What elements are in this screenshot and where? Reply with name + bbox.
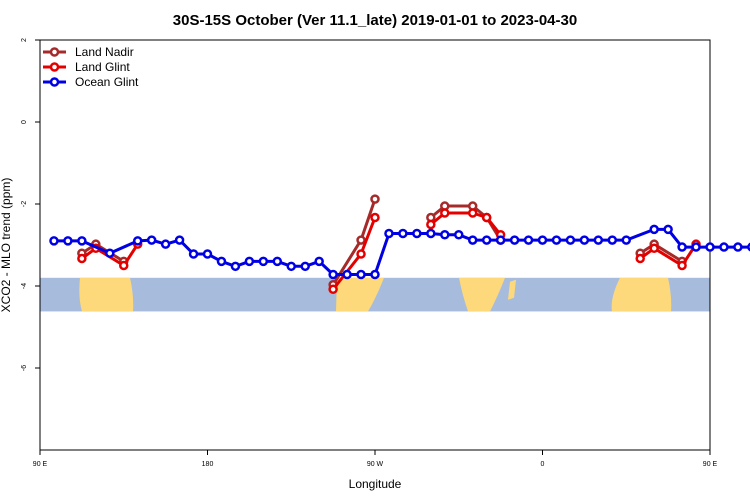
data-point-ocean-glint	[49, 236, 59, 246]
data-point-ocean-glint	[551, 235, 562, 245]
data-point-land-glint	[481, 212, 492, 223]
data-point-ocean-glint	[384, 228, 394, 239]
data-point-ocean-glint	[244, 256, 255, 267]
data-point-land-glint	[677, 260, 687, 271]
x-tick-label: 180	[202, 461, 214, 468]
y-tick-label: 0	[21, 120, 28, 124]
data-point-ocean-glint	[77, 236, 87, 246]
legend-marker-land-glint	[49, 62, 60, 72]
data-point-ocean-glint	[398, 228, 408, 239]
x-axis: 90 E 180 90 W 0 90 E	[33, 450, 718, 468]
data-point-ocean-glint	[216, 256, 227, 267]
data-point-ocean-glint	[467, 235, 478, 245]
legend-label-ocean-glint: Ocean Glint	[75, 75, 139, 89]
data-point-ocean-glint	[691, 242, 701, 252]
land-africa	[459, 277, 505, 312]
x-tick-label: 90 E	[33, 461, 48, 468]
data-point-ocean-glint	[663, 224, 673, 235]
x-tick-label: 90 W	[367, 461, 384, 468]
data-point-ocean-glint	[132, 236, 143, 246]
land-australia-west	[79, 277, 134, 312]
data-point-ocean-glint	[537, 235, 548, 245]
data-point-ocean-glint	[565, 235, 576, 245]
data-point-land-glint	[370, 212, 380, 223]
data-point-ocean-glint	[160, 239, 171, 249]
data-point-land-glint	[119, 260, 129, 271]
x-axis-label: Longitude	[349, 477, 402, 491]
series-layer	[49, 194, 750, 295]
data-point-ocean-glint	[481, 235, 492, 245]
data-point-land-glint	[635, 253, 645, 264]
y-axis-label: XCO2 - MLO trend (ppm)	[0, 178, 13, 313]
legend-label-land-glint: Land Glint	[75, 60, 130, 74]
data-point-ocean-glint	[342, 269, 352, 280]
data-point-ocean-glint	[202, 249, 213, 259]
data-point-land-glint	[649, 243, 659, 254]
legend-marker-land-nadir	[49, 47, 60, 57]
data-point-ocean-glint	[328, 269, 338, 280]
data-point-ocean-glint	[733, 242, 743, 252]
data-point-ocean-glint	[719, 242, 729, 252]
legend-marker-ocean-glint	[49, 77, 60, 87]
series-line-land-glint	[639, 243, 698, 267]
data-point-ocean-glint	[621, 235, 631, 245]
series-line-land-nadir	[331, 198, 377, 286]
series-land-nadir	[77, 194, 687, 290]
data-point-ocean-glint	[607, 235, 618, 245]
data-point-ocean-glint	[426, 228, 436, 239]
data-point-ocean-glint	[314, 256, 324, 267]
data-point-land-nadir	[356, 235, 366, 245]
data-point-ocean-glint	[705, 242, 715, 252]
data-point-ocean-glint	[105, 248, 115, 258]
data-point-ocean-glint	[230, 261, 241, 272]
data-point-land-glint	[77, 253, 87, 264]
data-point-ocean-glint	[495, 235, 506, 245]
data-point-land-glint	[328, 284, 338, 295]
data-point-ocean-glint	[300, 261, 310, 272]
data-point-land-glint	[467, 208, 478, 218]
data-point-ocean-glint	[63, 236, 73, 246]
data-point-land-glint	[356, 249, 366, 259]
data-point-ocean-glint	[593, 235, 604, 245]
data-point-ocean-glint	[440, 230, 450, 240]
series-ocean-glint	[49, 224, 750, 280]
data-point-ocean-glint	[649, 224, 659, 235]
map-band	[40, 277, 710, 312]
legend-label-land-nadir: Land Nadir	[75, 45, 134, 59]
chart-title: 30S-15S October (Ver 11.1_late) 2019-01-…	[173, 12, 577, 29]
data-point-ocean-glint	[174, 235, 185, 245]
land-madagascar	[508, 279, 516, 300]
data-point-ocean-glint	[258, 256, 269, 267]
data-point-ocean-glint	[523, 235, 534, 245]
y-tick-label: 2	[21, 38, 28, 42]
data-point-ocean-glint	[454, 230, 464, 240]
data-point-ocean-glint	[188, 249, 199, 259]
data-point-land-glint	[426, 219, 436, 230]
y-axis: 2 0 -2 -4 -6	[21, 38, 40, 371]
data-point-ocean-glint	[146, 235, 157, 245]
data-point-land-nadir	[370, 194, 380, 204]
x-tick-label: 0	[541, 461, 545, 468]
x-tick-label: 90 E	[703, 461, 718, 468]
series-land-glint	[77, 208, 701, 295]
data-point-ocean-glint	[356, 269, 366, 280]
land-australia-east	[611, 277, 672, 312]
y-tick-label: -6	[21, 365, 28, 371]
data-point-ocean-glint	[509, 235, 520, 245]
y-tick-label: -4	[21, 283, 28, 289]
y-tick-label: -2	[21, 201, 28, 207]
data-point-ocean-glint	[677, 242, 687, 252]
data-point-ocean-glint	[412, 228, 422, 239]
land-south-america	[336, 277, 384, 312]
data-point-ocean-glint	[579, 235, 590, 245]
data-point-ocean-glint	[370, 269, 380, 280]
data-point-ocean-glint	[272, 256, 283, 267]
data-point-ocean-glint	[286, 261, 296, 272]
data-point-land-glint	[440, 208, 450, 218]
